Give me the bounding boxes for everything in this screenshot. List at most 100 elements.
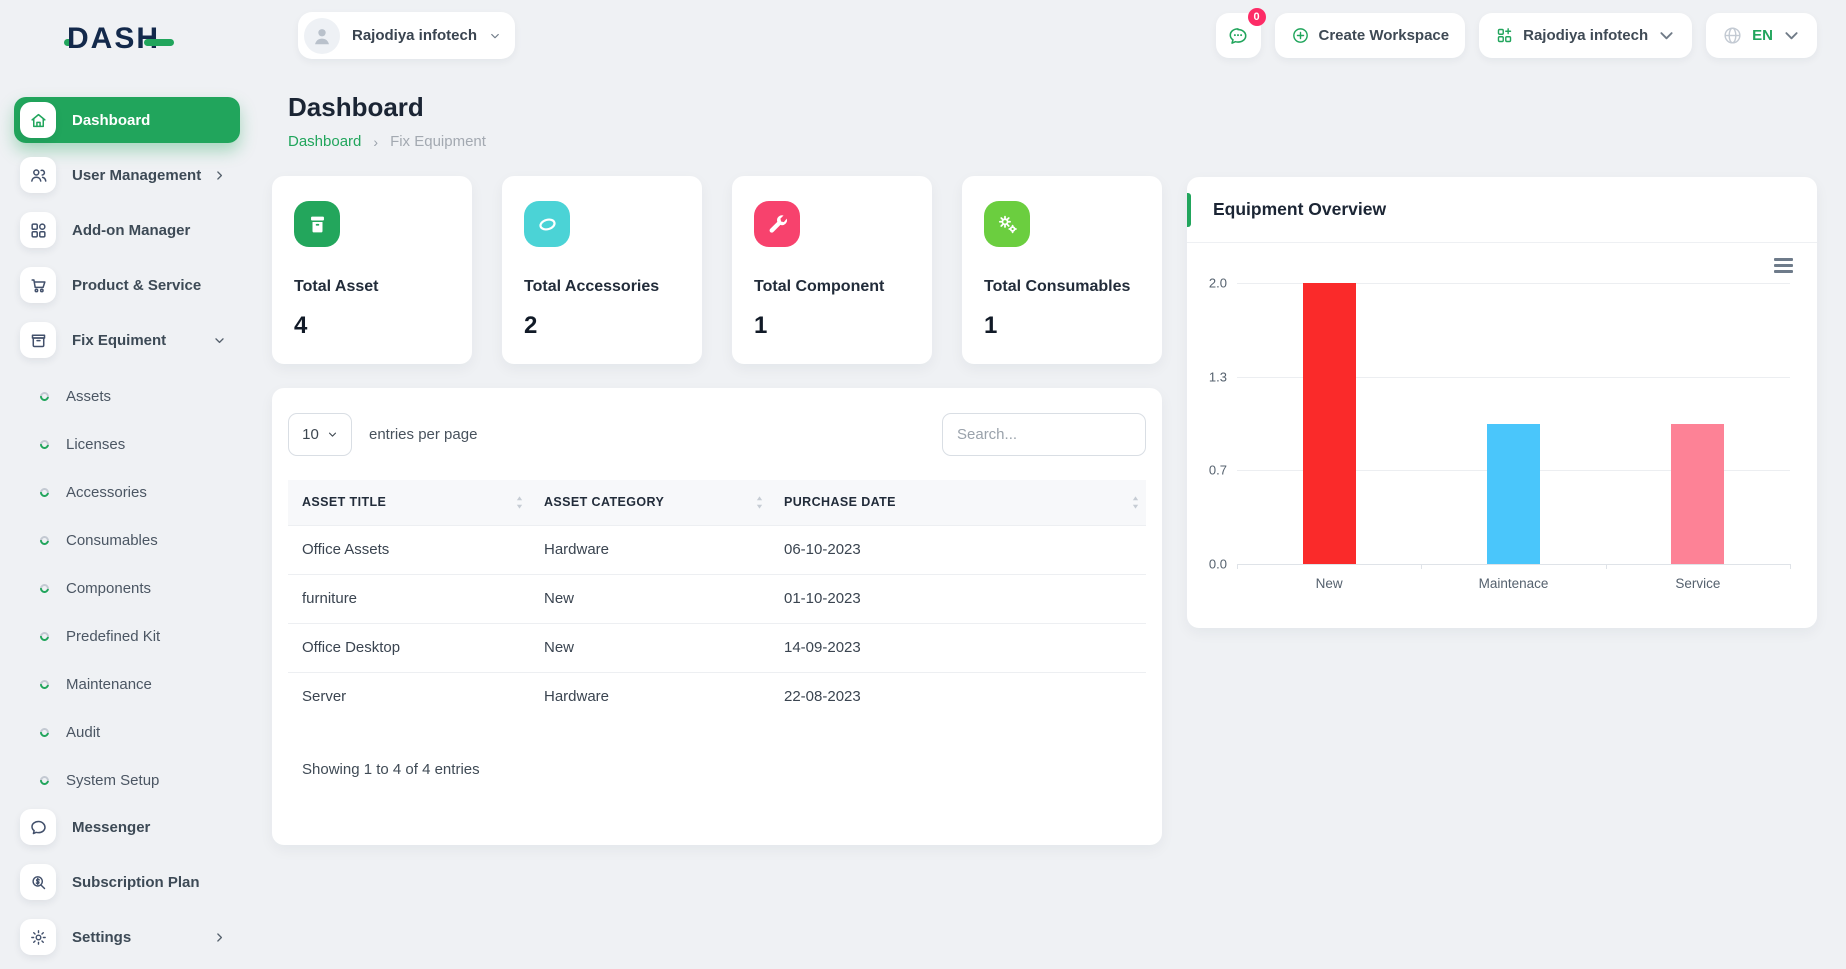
stat-value: 1 xyxy=(984,312,998,339)
entries-per-page-select[interactable]: 10 xyxy=(288,413,352,456)
workspace-selector[interactable]: Rajodiya infotech xyxy=(298,12,516,59)
sidebar-item-assets[interactable]: Assets xyxy=(14,372,240,420)
stat-label: Total Asset xyxy=(294,278,379,295)
sidebar-item-licenses[interactable]: Licenses xyxy=(14,420,240,468)
users-icon xyxy=(20,157,56,193)
stat-label: Total Accessories xyxy=(524,278,660,295)
table-row[interactable]: Server Hardware 22-08-2023 xyxy=(288,671,1146,721)
messages-button[interactable]: 0 xyxy=(1215,8,1266,58)
sidebar-item-product-service[interactable]: Product & Service xyxy=(14,262,240,308)
bullet-icon xyxy=(38,533,51,547)
assets-table: ASSET TITLE ASSET CATEGORY PURCHASE DATE… xyxy=(288,480,1146,721)
table-cell: New xyxy=(530,573,770,623)
table-row[interactable]: Office Desktop New 14-09-2023 xyxy=(288,622,1146,672)
table-cell: 06-10-2023 xyxy=(770,524,1146,574)
archive-box-icon xyxy=(294,201,340,247)
person-icon xyxy=(309,23,335,49)
column-header-asset-title[interactable]: ASSET TITLE xyxy=(288,480,530,525)
chevron-down-icon xyxy=(1782,26,1801,45)
sort-icon[interactable] xyxy=(1131,495,1140,510)
create-workspace-button[interactable]: Create Workspace xyxy=(1274,13,1466,58)
table-cell: Hardware xyxy=(530,524,770,574)
sidebar-item-add-on-manager[interactable]: Add-on Manager xyxy=(14,207,240,253)
logo-text: DASH xyxy=(67,22,161,55)
stat-label: Total Component xyxy=(754,278,885,295)
sort-icon[interactable] xyxy=(755,495,764,510)
sidebar-item-maintenance[interactable]: Maintenance xyxy=(14,660,240,708)
sidebar-item-messenger[interactable]: Messenger xyxy=(14,804,240,850)
table-cell: Office Assets xyxy=(288,524,530,574)
table-cell: 01-10-2023 xyxy=(770,573,1146,623)
stat-card-total-component: Total Component 1 xyxy=(732,176,932,364)
column-header-asset-category[interactable]: ASSET CATEGORY xyxy=(530,480,770,525)
table-cell: furniture xyxy=(288,573,530,623)
entries-per-page-value: 10 xyxy=(302,426,319,443)
language-picker[interactable]: EN xyxy=(1706,13,1817,58)
app-logo[interactable]: DASH xyxy=(64,22,175,56)
breadcrumb-separator-icon: › xyxy=(373,133,379,150)
sidebar-item-predefined-kit[interactable]: Predefined Kit xyxy=(14,612,240,660)
x-axis-tick xyxy=(1237,564,1238,569)
breadcrumb: Dashboard › Fix Equipment xyxy=(288,133,486,150)
grid-plus-icon xyxy=(1495,26,1514,45)
workspace-menu-button[interactable]: Rajodiya infotech xyxy=(1479,13,1693,58)
bullet-icon xyxy=(38,389,51,403)
x-axis-category-label: Maintenace xyxy=(1478,576,1549,591)
column-header-purchase-date[interactable]: PURCHASE DATE xyxy=(770,480,1146,525)
sidebar-item-fix-equiment[interactable]: Fix Equiment xyxy=(14,317,240,363)
sidebar-item-label: Audit xyxy=(66,723,101,741)
sidebar-item-components[interactable]: Components xyxy=(14,564,240,612)
x-axis-tick xyxy=(1605,564,1607,569)
sidebar-item-label: Product & Service xyxy=(72,276,202,294)
sidebar-item-label: Components xyxy=(66,579,152,597)
stat-value: 2 xyxy=(524,312,538,339)
sidebar-item-label: Accessories xyxy=(66,483,147,501)
table-cell: Server xyxy=(288,671,530,721)
logo-dash-accent xyxy=(144,38,175,46)
table-row[interactable]: Office Assets Hardware 06-10-2023 xyxy=(288,524,1146,574)
grid-icon xyxy=(20,212,56,248)
chevron-down-icon xyxy=(489,30,501,42)
bar-maintenace xyxy=(1487,423,1540,564)
y-axis-tick-label: 0.0 xyxy=(1208,556,1227,572)
chevron-down-icon xyxy=(213,334,226,347)
chart-gridline xyxy=(1237,564,1790,565)
bullet-icon xyxy=(38,485,51,499)
x-axis-category-label: New xyxy=(1315,576,1343,591)
stat-label: Total Consumables xyxy=(984,278,1131,295)
page-title: Dashboard xyxy=(288,92,424,122)
stat-card-total-accessories: Total Accessories 2 xyxy=(502,176,702,364)
header-actions: 0 Create Workspace Rajodiya infotech EN xyxy=(1215,8,1817,58)
workspace-menu-label: Rajodiya infotech xyxy=(1523,27,1649,44)
sidebar-item-consumables[interactable]: Consumables xyxy=(14,516,240,564)
sidebar-item-dashboard[interactable]: Dashboard xyxy=(14,97,240,143)
sidebar-item-label: System Setup xyxy=(66,771,160,789)
table-row[interactable]: furniture New 01-10-2023 xyxy=(288,573,1146,623)
sidebar-item-audit[interactable]: Audit xyxy=(14,708,240,756)
messages-badge: 0 xyxy=(1247,8,1266,26)
breadcrumb-fix-equipment: Fix Equipment xyxy=(390,133,486,150)
y-axis-tick-label: 1.3 xyxy=(1208,369,1227,385)
chart-menu-icon[interactable] xyxy=(1774,258,1793,273)
sidebar-item-system-setup[interactable]: System Setup xyxy=(14,756,240,804)
sort-icon[interactable] xyxy=(515,495,524,510)
bullet-icon xyxy=(38,581,51,595)
search-input[interactable] xyxy=(942,413,1146,456)
sidebar-item-label: Fix Equiment xyxy=(72,331,167,349)
chart-gridline xyxy=(1237,376,1790,378)
sidebar-item-label: User Management xyxy=(72,166,202,184)
breadcrumb-dashboard[interactable]: Dashboard xyxy=(288,133,362,150)
sidebar-item-user-management[interactable]: User Management xyxy=(14,152,240,198)
gears-icon xyxy=(984,201,1030,247)
stat-value: 1 xyxy=(754,312,768,339)
chevron-down-icon xyxy=(327,429,338,440)
sidebar-item-accessories[interactable]: Accessories xyxy=(14,468,240,516)
stat-value: 4 xyxy=(294,312,308,339)
sidebar-item-subscription-plan[interactable]: Subscription Plan xyxy=(14,859,240,905)
sidebar-item-settings[interactable]: Settings xyxy=(14,914,240,960)
search-dollar-icon xyxy=(20,864,56,900)
chart-gridline xyxy=(1237,283,1790,284)
chat-icon xyxy=(20,809,56,845)
sidebar-item-label: Add-on Manager xyxy=(72,221,191,239)
sidebar-item-label: Predefined Kit xyxy=(66,627,161,645)
